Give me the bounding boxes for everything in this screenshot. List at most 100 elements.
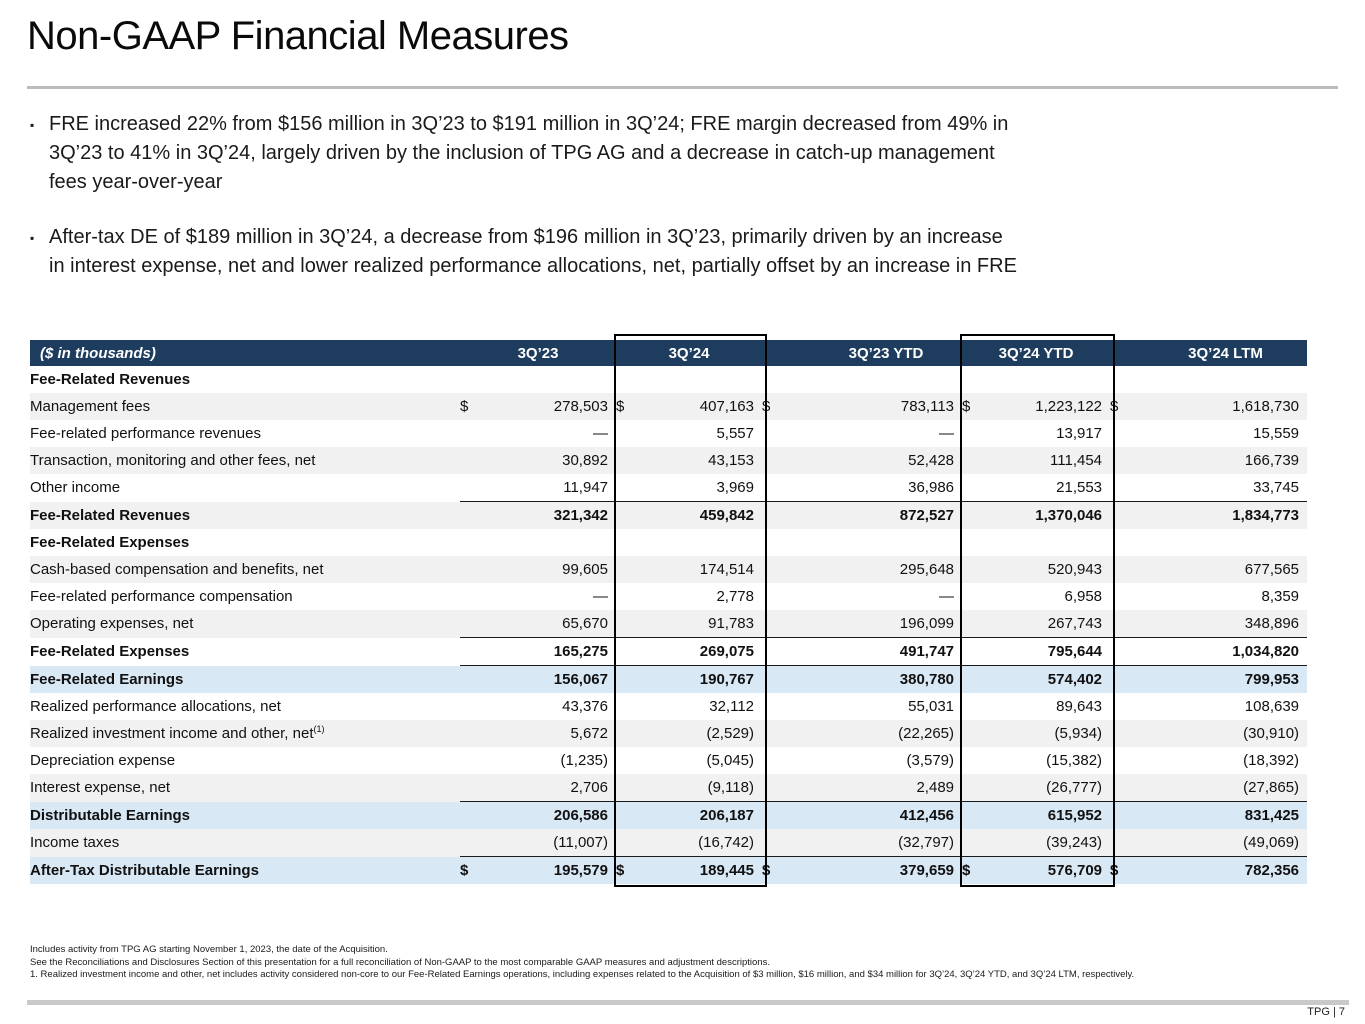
value-cell: 269,075 <box>646 637 762 666</box>
dollar-sign-cell <box>962 774 994 802</box>
value-cell: (30,910) <box>1243 725 1300 742</box>
dollar-sign-cell <box>1110 366 1191 393</box>
value-cell: (15,382) <box>1046 752 1103 769</box>
dollar-sign-cell <box>962 501 995 529</box>
value-cell <box>646 366 762 393</box>
dollar-sign-cell <box>962 366 994 393</box>
value-cell: (22,265) <box>898 725 955 742</box>
dollar-sign-cell <box>1110 501 1192 529</box>
value-cell: 195,579 <box>500 856 616 884</box>
row-label: Fee-Related Expenses <box>30 643 190 660</box>
value-cell: 91,783 <box>708 615 754 632</box>
page-number: TPG | 7 <box>1307 1006 1345 1018</box>
value-cell: (2,529) <box>706 725 754 742</box>
value-cell: 782,356 <box>1191 856 1308 884</box>
value-cell: 108,639 <box>1244 698 1300 715</box>
total-row: Fee-Related Earnings 156,067 190,767 380,78… <box>30 665 1308 693</box>
row-label: Operating expenses, net <box>30 615 194 633</box>
bullet-text-line: 3Q’23 to 41% in 3Q’24, largely driven by… <box>49 142 995 164</box>
table-row: Fee-related performance compensation — 2,7… <box>30 583 1307 610</box>
dollar-sign-cell <box>616 474 646 502</box>
dollar-sign-cell <box>616 366 646 393</box>
footnotes: Includes activity from TPG AG starting N… <box>30 944 1335 982</box>
value-cell: 111,454 <box>1050 452 1103 469</box>
value-cell: 872,527 <box>846 501 963 529</box>
dollar-sign-cell <box>1110 420 1191 447</box>
value-cell: (1,235) <box>560 752 608 769</box>
total-row: Distributable Earnings 206,586 206,187 412,… <box>30 801 1308 829</box>
value-cell: 520,943 <box>1047 561 1103 578</box>
dollar-sign-cell <box>762 665 846 693</box>
dollar-sign-cell <box>616 583 646 610</box>
value-cell: 1,834,773 <box>1191 501 1308 529</box>
bullet-marker-icon: ▪ <box>30 231 35 245</box>
table-row: Realized investment income and other, ne… <box>30 720 1308 747</box>
dollar-sign-cell <box>762 801 846 829</box>
row-label: Depreciation expense <box>30 752 176 769</box>
dollar-sign-cell: $ <box>762 856 846 884</box>
value-cell: 267,743 <box>1047 615 1103 632</box>
value-cell: 165,275 <box>500 637 616 666</box>
dollar-sign-cell <box>762 556 846 583</box>
value-cell: (5,045) <box>706 752 754 769</box>
value-cell: 52,428 <box>908 452 955 469</box>
value-cell: 174,514 <box>699 561 754 578</box>
value-cell <box>846 529 962 556</box>
dollar-sign-cell <box>762 474 846 502</box>
row-label: Income taxes <box>30 834 120 852</box>
value-cell: 1,618,730 <box>1232 398 1300 415</box>
dollar-sign-cell <box>762 501 846 529</box>
value-cell: 576,709 <box>994 856 1111 884</box>
dollar-sign-cell <box>1110 801 1192 829</box>
value-cell: (16,742) <box>698 834 754 851</box>
dollar-sign-cell <box>962 474 994 502</box>
dollar-sign-cell <box>460 447 500 474</box>
dollar-sign-cell <box>962 610 994 638</box>
dollar-sign-cell <box>1110 529 1191 556</box>
value-cell <box>500 366 616 393</box>
value-cell: — <box>939 425 955 442</box>
column-header-3q23: 3Q’23 <box>460 340 616 366</box>
bullet-text-line: FRE increased 22% from $156 million in 3… <box>49 113 1009 135</box>
value-cell: 166,739 <box>1244 452 1300 469</box>
row-label: Other income <box>30 479 121 497</box>
value-cell <box>994 529 1110 556</box>
dollar-sign-cell: $ <box>616 398 625 415</box>
value-cell: 196,099 <box>899 615 955 632</box>
value-cell <box>994 366 1110 393</box>
bullet-item: ▪ FRE increased 22% from $156 million in … <box>30 110 1340 197</box>
dollar-sign-cell <box>460 829 500 857</box>
table-row: Cash-based compensation and benefits, ne… <box>30 556 1308 583</box>
dollar-sign-cell <box>1110 774 1191 802</box>
row-label: Fee-related performance revenues <box>30 425 261 442</box>
value-cell: 5,557 <box>716 425 754 442</box>
value-cell: 32,112 <box>709 698 754 715</box>
value-cell <box>1191 529 1307 556</box>
dollar-sign-cell <box>460 720 500 747</box>
column-header-3q24-ltm: 3Q’24 LTM <box>1110 340 1308 366</box>
value-cell: 1,223,122 <box>1035 398 1103 415</box>
dollar-sign-cell <box>460 665 500 693</box>
column-header-3q23-ytd: 3Q’23 YTD <box>762 340 963 366</box>
value-cell: 321,342 <box>500 501 616 529</box>
dollar-sign-cell <box>616 829 646 857</box>
table-row: Fee-related performance revenues — 5,557 — 1… <box>30 420 1307 447</box>
dollar-sign-cell <box>460 693 500 720</box>
financial-table: ($ in thousands) 3Q’23 3Q’24 3Q’23 YTD 3… <box>30 340 1308 884</box>
bottom-divider <box>27 1000 1349 1005</box>
row-label: Fee-Related Revenues <box>30 371 191 388</box>
value-cell: 206,187 <box>646 801 762 829</box>
value-cell <box>846 366 962 393</box>
value-cell: 21,553 <box>1056 479 1103 496</box>
dollar-sign-cell <box>616 693 646 720</box>
value-cell: 677,565 <box>1244 561 1300 578</box>
value-cell: 2,778 <box>716 588 754 605</box>
row-label: Management fees <box>30 398 151 415</box>
dollar-sign-cell <box>962 556 994 583</box>
dollar-sign-cell <box>1110 556 1191 583</box>
value-cell: 831,425 <box>1191 801 1308 829</box>
value-cell: 491,747 <box>846 637 963 666</box>
dollar-sign-cell: $ <box>762 398 771 415</box>
value-cell: 55,031 <box>908 698 955 715</box>
value-cell: 1,034,820 <box>1191 637 1308 666</box>
